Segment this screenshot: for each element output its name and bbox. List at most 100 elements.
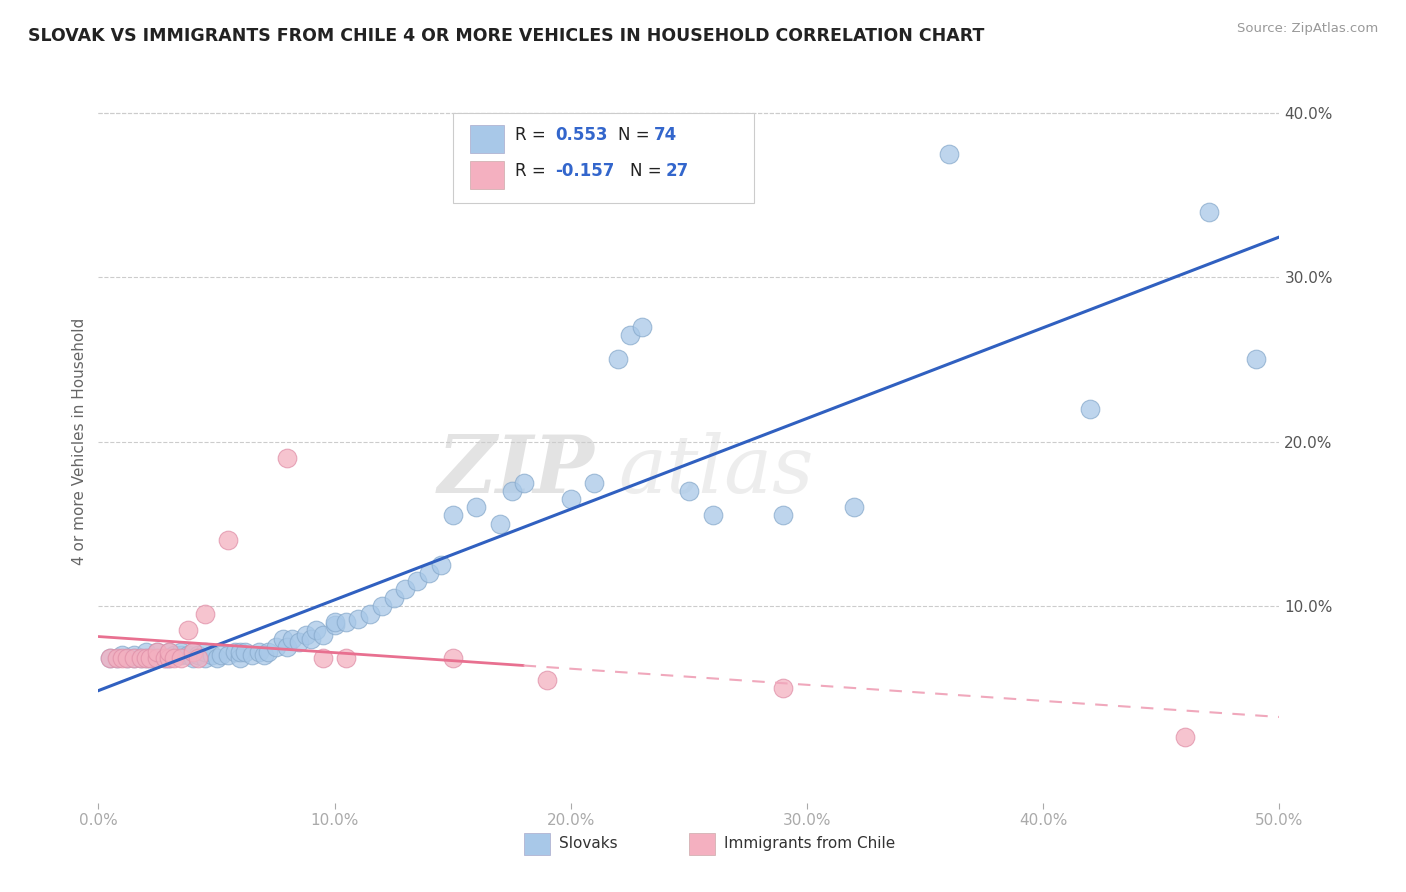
Point bbox=[335, 615, 357, 630]
Point bbox=[153, 651, 176, 665]
Point bbox=[135, 645, 157, 659]
Point bbox=[135, 651, 157, 665]
Point bbox=[323, 618, 346, 632]
Point bbox=[335, 651, 357, 665]
Point bbox=[512, 475, 534, 490]
Point bbox=[115, 651, 138, 665]
Point bbox=[560, 491, 582, 506]
Point bbox=[281, 632, 304, 646]
Text: N =: N = bbox=[630, 162, 666, 180]
Text: atlas: atlas bbox=[619, 432, 814, 509]
Point bbox=[146, 651, 169, 665]
Point bbox=[1174, 730, 1197, 744]
Point bbox=[465, 500, 488, 515]
Point bbox=[157, 645, 180, 659]
Point bbox=[209, 648, 232, 662]
Point bbox=[170, 645, 193, 659]
Point bbox=[441, 651, 464, 665]
Text: 27: 27 bbox=[665, 162, 689, 180]
Text: N =: N = bbox=[619, 126, 655, 144]
Point bbox=[501, 483, 523, 498]
Point bbox=[264, 640, 287, 654]
Point bbox=[139, 651, 162, 665]
Point bbox=[181, 645, 204, 659]
Point bbox=[347, 612, 370, 626]
Bar bbox=[471, 125, 503, 153]
Point bbox=[299, 632, 322, 646]
Point bbox=[187, 648, 209, 662]
Point bbox=[276, 450, 298, 465]
Point bbox=[135, 651, 157, 665]
Point bbox=[205, 651, 228, 665]
Point bbox=[607, 352, 630, 367]
Point bbox=[240, 648, 263, 662]
Point bbox=[678, 483, 700, 498]
Point bbox=[394, 582, 416, 597]
Point bbox=[122, 651, 145, 665]
Bar bbox=[471, 161, 503, 189]
Point bbox=[170, 651, 193, 665]
Point bbox=[157, 651, 180, 665]
Text: R =: R = bbox=[516, 126, 551, 144]
Point bbox=[129, 651, 152, 665]
Point bbox=[371, 599, 394, 613]
Point bbox=[194, 645, 217, 659]
Point bbox=[187, 651, 209, 665]
Point bbox=[146, 645, 169, 659]
Point bbox=[181, 651, 204, 665]
Point bbox=[146, 651, 169, 665]
Point bbox=[115, 651, 138, 665]
Point bbox=[312, 651, 335, 665]
Point bbox=[111, 648, 134, 662]
Point bbox=[489, 516, 512, 531]
Point bbox=[271, 632, 294, 646]
Text: ZIP: ZIP bbox=[437, 432, 595, 509]
Point bbox=[257, 645, 280, 659]
Text: R =: R = bbox=[516, 162, 551, 180]
Point bbox=[430, 558, 453, 572]
Point bbox=[536, 673, 558, 687]
Point bbox=[619, 327, 641, 342]
Text: -0.157: -0.157 bbox=[555, 162, 614, 180]
Point bbox=[312, 628, 335, 642]
Point bbox=[146, 645, 169, 659]
Point bbox=[229, 645, 252, 659]
Point bbox=[194, 607, 217, 621]
Point bbox=[217, 648, 239, 662]
Point bbox=[98, 651, 121, 665]
Point bbox=[98, 651, 121, 665]
Point bbox=[157, 651, 180, 665]
Point bbox=[129, 651, 152, 665]
Point bbox=[305, 624, 328, 638]
Bar bbox=[523, 833, 550, 855]
Point bbox=[233, 645, 256, 659]
Point bbox=[772, 681, 794, 695]
Point bbox=[170, 648, 193, 662]
Point bbox=[105, 651, 128, 665]
Point bbox=[122, 648, 145, 662]
Point bbox=[938, 147, 960, 161]
Point bbox=[153, 651, 176, 665]
Point bbox=[201, 648, 224, 662]
Point bbox=[359, 607, 381, 621]
Point bbox=[406, 574, 429, 588]
Point bbox=[844, 500, 866, 515]
Point bbox=[105, 651, 128, 665]
FancyBboxPatch shape bbox=[453, 112, 754, 203]
Point bbox=[772, 508, 794, 523]
Point bbox=[1244, 352, 1267, 367]
Point bbox=[229, 651, 252, 665]
Point bbox=[253, 648, 276, 662]
Point bbox=[247, 645, 270, 659]
Point bbox=[295, 628, 318, 642]
Point bbox=[111, 651, 134, 665]
Text: SLOVAK VS IMMIGRANTS FROM CHILE 4 OR MORE VEHICLES IN HOUSEHOLD CORRELATION CHAR: SLOVAK VS IMMIGRANTS FROM CHILE 4 OR MOR… bbox=[28, 27, 984, 45]
Text: Source: ZipAtlas.com: Source: ZipAtlas.com bbox=[1237, 22, 1378, 36]
Text: Slovaks: Slovaks bbox=[560, 837, 617, 852]
Point bbox=[224, 645, 246, 659]
Point bbox=[323, 615, 346, 630]
Point bbox=[1080, 401, 1102, 416]
Point bbox=[702, 508, 724, 523]
Text: Immigrants from Chile: Immigrants from Chile bbox=[724, 837, 896, 852]
Point bbox=[382, 591, 405, 605]
